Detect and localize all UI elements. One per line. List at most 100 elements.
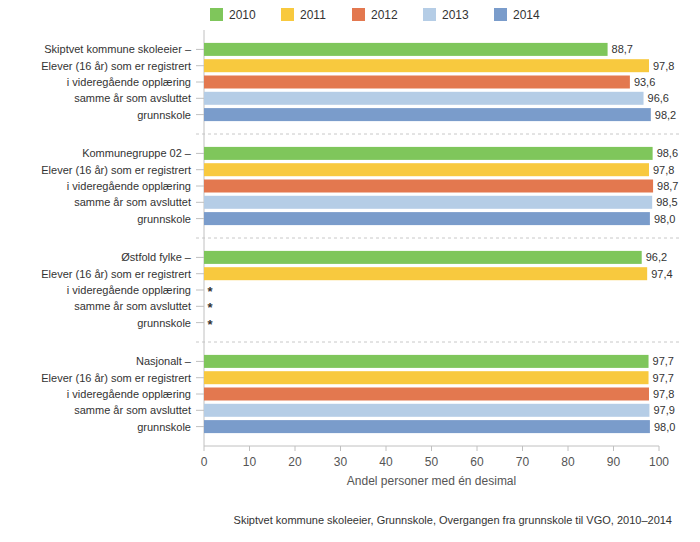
bar — [204, 420, 650, 433]
x-tick-label: 70 — [516, 455, 530, 469]
x-tick — [613, 446, 614, 451]
data-label: 98,5 — [656, 196, 677, 208]
category-tick — [196, 290, 204, 291]
group-separator — [196, 238, 679, 239]
category-tick — [196, 153, 204, 154]
x-tick — [249, 446, 250, 451]
missing-label: * — [207, 284, 213, 299]
bar — [204, 76, 630, 89]
category-tick — [196, 114, 204, 115]
bar — [204, 196, 652, 209]
category-tick — [196, 410, 204, 411]
category-label: Østfold fylke –Elever (16 år) som er reg… — [41, 251, 192, 328]
bar — [204, 212, 650, 225]
category-label: Skiptvet kommune skoleeier –Elever (16 å… — [41, 43, 192, 120]
x-tick — [659, 446, 660, 451]
data-label: 97,7 — [653, 372, 674, 384]
legend-label: 2011 — [300, 8, 326, 22]
data-label: 98,0 — [654, 213, 675, 225]
legend-label: 2013 — [442, 8, 469, 22]
x-tick-label: 10 — [243, 455, 257, 469]
legend-label: 2014 — [513, 8, 540, 22]
bar — [204, 163, 649, 176]
data-label: 97,8 — [653, 388, 674, 400]
category-tick — [196, 306, 204, 307]
x-tick-label: 0 — [201, 455, 208, 469]
data-label: 93,6 — [634, 76, 655, 88]
bar — [204, 92, 644, 105]
x-tick — [295, 446, 296, 451]
x-tick-label: 80 — [561, 455, 575, 469]
data-label: 88,7 — [612, 43, 633, 55]
x-tick — [340, 446, 341, 451]
missing-label: * — [207, 317, 213, 332]
bar — [204, 404, 649, 417]
data-label: 98,0 — [654, 421, 675, 433]
data-label: 97,8 — [653, 164, 674, 176]
chart-title: Skiptvet kommune skoleeier, Grunnskole, … — [234, 514, 672, 526]
bar — [204, 355, 649, 368]
category-tick — [196, 426, 204, 427]
missing-label: * — [207, 300, 213, 315]
category-tick — [196, 257, 204, 258]
x-tick-label: 90 — [607, 455, 621, 469]
bar — [204, 59, 649, 72]
bar — [204, 388, 649, 401]
legend-swatch — [423, 8, 436, 21]
bar — [204, 267, 647, 280]
category-tick — [196, 65, 204, 66]
x-tick-label: 40 — [379, 455, 393, 469]
bars — [204, 43, 653, 433]
chart: 2010 2011 2012 2013 2014 0 10 20 30 40 50 60 70 80 90 1… — [0, 0, 700, 542]
x-tick-label: 20 — [288, 455, 302, 469]
data-label: 96,6 — [648, 92, 669, 104]
group-separator — [196, 342, 679, 343]
legend: 2010 2011 2012 2013 2014 — [210, 8, 540, 22]
x-tick — [204, 446, 205, 451]
category-tick — [196, 377, 204, 378]
category-tick — [196, 82, 204, 83]
x-tick — [522, 446, 523, 451]
data-label: 98,6 — [657, 147, 678, 159]
category-tick — [196, 169, 204, 170]
bar — [204, 43, 608, 56]
legend-label: 2010 — [229, 8, 256, 22]
x-tick — [386, 446, 387, 451]
x-tick-label: 60 — [470, 455, 484, 469]
x-tick-label: 50 — [425, 455, 439, 469]
data-label: 98,2 — [655, 109, 676, 121]
legend-swatch — [494, 8, 507, 21]
x-tick-label: 100 — [649, 455, 669, 469]
category-tick — [196, 273, 204, 274]
data-labels: 88,7 97,8 93,6 96,6 98,2 98,6 97,8 98,7 98,5 98,0… — [207, 43, 678, 432]
x-tick-label: 30 — [334, 455, 348, 469]
category-tick — [196, 322, 204, 323]
bar — [204, 180, 653, 193]
x-tick — [477, 446, 478, 451]
legend-swatch — [281, 8, 294, 21]
bar — [204, 251, 642, 264]
bar — [204, 108, 651, 121]
data-label: 97,9 — [653, 404, 674, 416]
category-tick — [196, 361, 204, 362]
data-label: 98,7 — [657, 180, 678, 192]
legend-swatch — [210, 8, 223, 21]
bar — [204, 371, 649, 384]
category-tick — [196, 49, 204, 50]
category-tick — [196, 218, 204, 219]
data-label: 97,7 — [653, 355, 674, 367]
category-label: Kommunegruppe 02 –Elever (16 år) som er … — [41, 147, 192, 224]
legend-swatch — [352, 8, 365, 21]
category-label: Nasjonalt –Elever (16 år) som er registr… — [41, 355, 192, 432]
x-tick — [568, 446, 569, 451]
x-tick — [431, 446, 432, 451]
x-axis-label: Andel personer med én desimal — [347, 474, 516, 488]
bar — [204, 147, 653, 160]
category-tick — [196, 394, 204, 395]
category-tick — [196, 202, 204, 203]
category-tick — [196, 98, 204, 99]
data-label: 97,8 — [653, 60, 674, 72]
data-label: 96,2 — [646, 251, 667, 263]
category-tick — [196, 186, 204, 187]
legend-label: 2012 — [371, 8, 398, 22]
